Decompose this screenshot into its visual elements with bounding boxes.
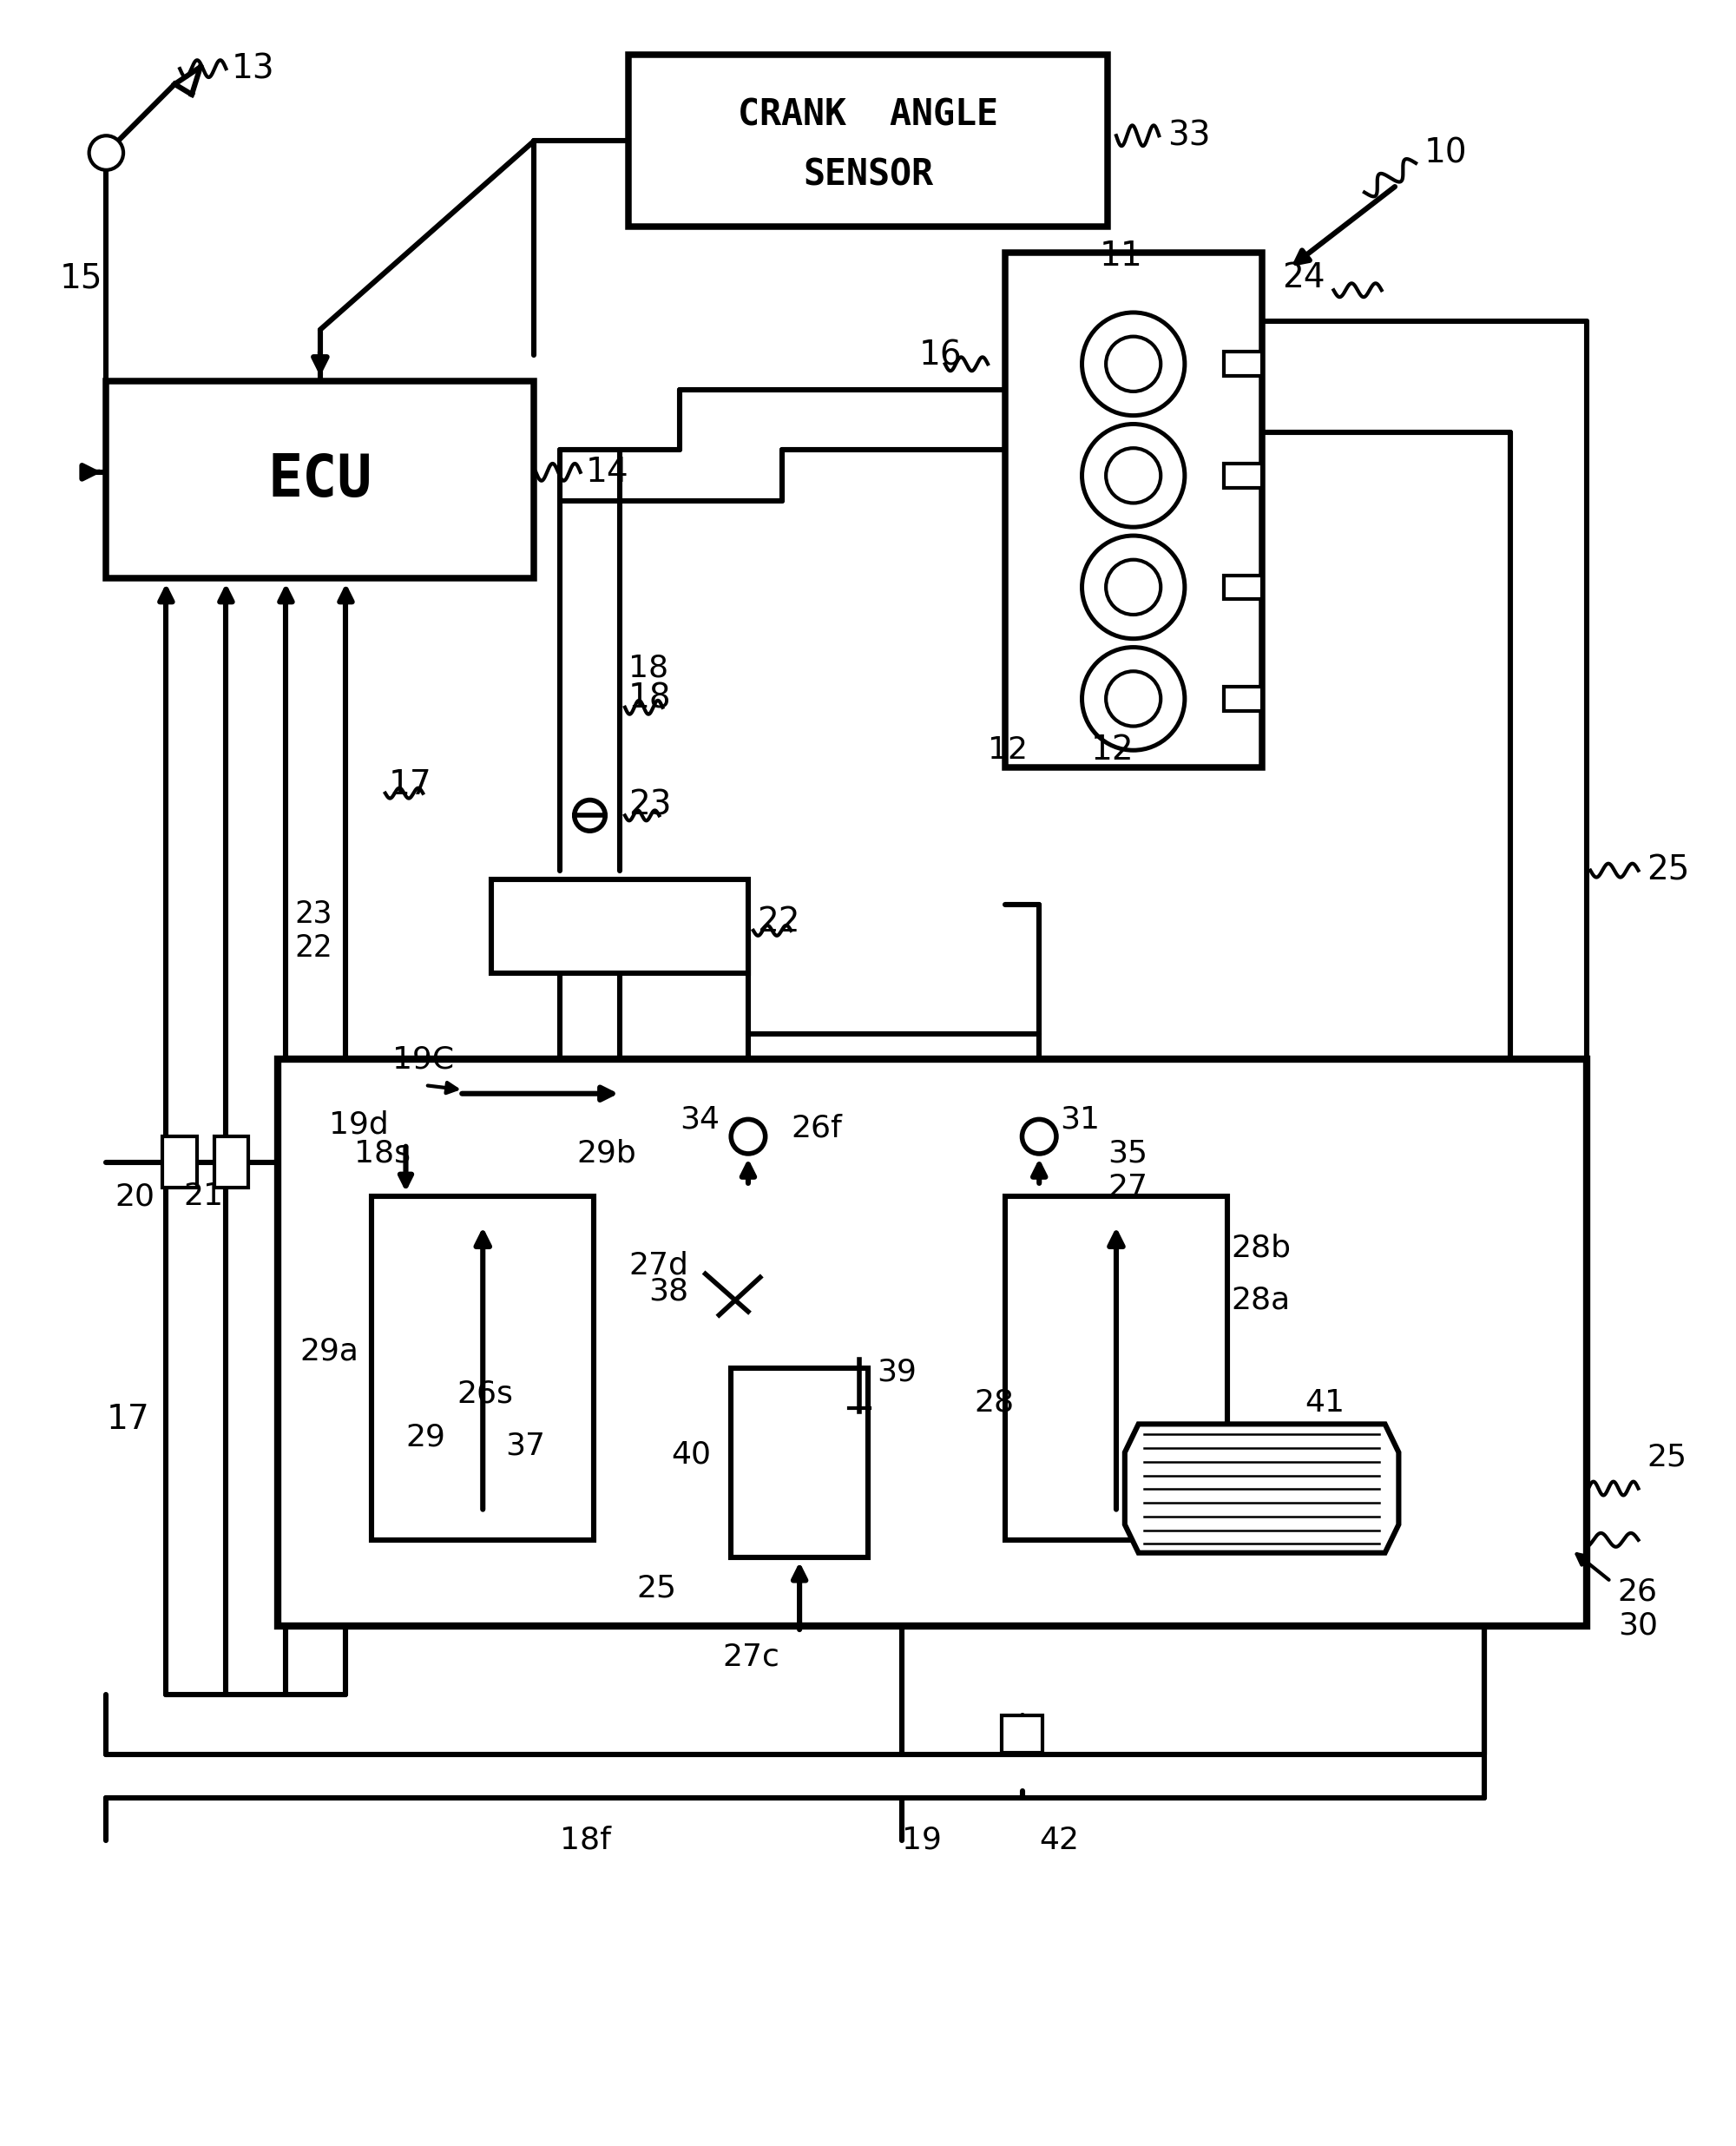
Text: 37: 37 <box>505 1431 545 1459</box>
Text: 12: 12 <box>988 736 1028 764</box>
Text: 21: 21 <box>184 1182 224 1210</box>
Text: 29: 29 <box>406 1423 446 1451</box>
Bar <box>278 1060 1587 1627</box>
Bar <box>1005 1197 1227 1541</box>
Bar <box>1224 687 1262 710</box>
Text: 27d: 27d <box>628 1251 687 1279</box>
Circle shape <box>1023 1120 1055 1155</box>
Text: 33: 33 <box>1168 120 1210 152</box>
Circle shape <box>575 800 606 831</box>
Text: 25: 25 <box>1647 1442 1687 1472</box>
Bar <box>1224 352 1262 376</box>
Text: 42: 42 <box>1040 1826 1080 1854</box>
Text: 28: 28 <box>974 1388 1014 1416</box>
Circle shape <box>1082 648 1184 751</box>
Text: 18: 18 <box>628 682 672 715</box>
Text: 26: 26 <box>1618 1577 1658 1605</box>
Text: 23: 23 <box>295 899 332 927</box>
Text: 18: 18 <box>628 652 668 682</box>
Bar <box>106 382 535 579</box>
Bar <box>628 56 1108 227</box>
Polygon shape <box>1125 1425 1399 1554</box>
Text: CRANK  ANGLE: CRANK ANGLE <box>738 97 998 133</box>
Circle shape <box>731 1120 766 1155</box>
Circle shape <box>1106 560 1161 614</box>
Bar <box>491 880 748 974</box>
Text: 15: 15 <box>61 262 102 294</box>
Bar <box>214 1137 248 1189</box>
Circle shape <box>1106 337 1161 391</box>
Bar <box>372 1197 594 1541</box>
Text: 27: 27 <box>1108 1174 1147 1202</box>
Circle shape <box>89 135 123 170</box>
Text: 41: 41 <box>1304 1388 1344 1416</box>
Circle shape <box>1082 425 1184 528</box>
Text: 38: 38 <box>649 1277 689 1305</box>
Bar <box>1005 253 1262 768</box>
Text: 18f: 18f <box>561 1826 611 1854</box>
Text: 19C: 19C <box>392 1045 453 1073</box>
Circle shape <box>1082 313 1184 416</box>
Text: 26f: 26f <box>792 1114 842 1142</box>
Text: 24: 24 <box>1283 262 1325 294</box>
Text: 16: 16 <box>920 339 962 371</box>
Bar <box>1002 1715 1043 1753</box>
Text: 27c: 27c <box>722 1642 779 1672</box>
Text: 17: 17 <box>106 1403 149 1436</box>
Text: 12: 12 <box>1090 734 1134 766</box>
Text: 20: 20 <box>115 1182 155 1210</box>
Text: 29a: 29a <box>300 1337 359 1365</box>
Text: 26s: 26s <box>457 1380 514 1408</box>
Text: 18s: 18s <box>354 1140 411 1167</box>
Text: 29b: 29b <box>576 1140 637 1167</box>
Text: SENSOR: SENSOR <box>802 157 934 193</box>
Text: 31: 31 <box>1059 1105 1099 1133</box>
Circle shape <box>1106 672 1161 725</box>
Text: 10: 10 <box>1424 137 1467 170</box>
Text: 13: 13 <box>231 52 274 86</box>
Text: 34: 34 <box>681 1105 720 1133</box>
Circle shape <box>1106 449 1161 502</box>
Bar <box>731 1369 868 1558</box>
Text: 23: 23 <box>628 790 672 822</box>
Text: 40: 40 <box>672 1440 712 1468</box>
Text: ECU: ECU <box>267 451 373 509</box>
Text: 25: 25 <box>1647 854 1689 886</box>
Text: 11: 11 <box>1099 240 1142 273</box>
Text: 28b: 28b <box>1231 1234 1292 1262</box>
Bar <box>163 1137 196 1189</box>
Text: 35: 35 <box>1108 1140 1147 1167</box>
Text: 25: 25 <box>637 1573 677 1603</box>
Bar <box>1224 575 1262 599</box>
Text: 14: 14 <box>585 455 628 489</box>
Text: 22: 22 <box>295 934 332 961</box>
Text: 39: 39 <box>877 1356 917 1386</box>
Text: 17: 17 <box>389 768 432 800</box>
Text: 19: 19 <box>903 1826 943 1854</box>
Text: 30: 30 <box>1618 1612 1658 1640</box>
Text: 28a: 28a <box>1231 1285 1290 1313</box>
Text: 22: 22 <box>757 906 800 938</box>
Text: 19d: 19d <box>328 1109 389 1140</box>
Circle shape <box>1082 536 1184 640</box>
Bar <box>1224 464 1262 487</box>
